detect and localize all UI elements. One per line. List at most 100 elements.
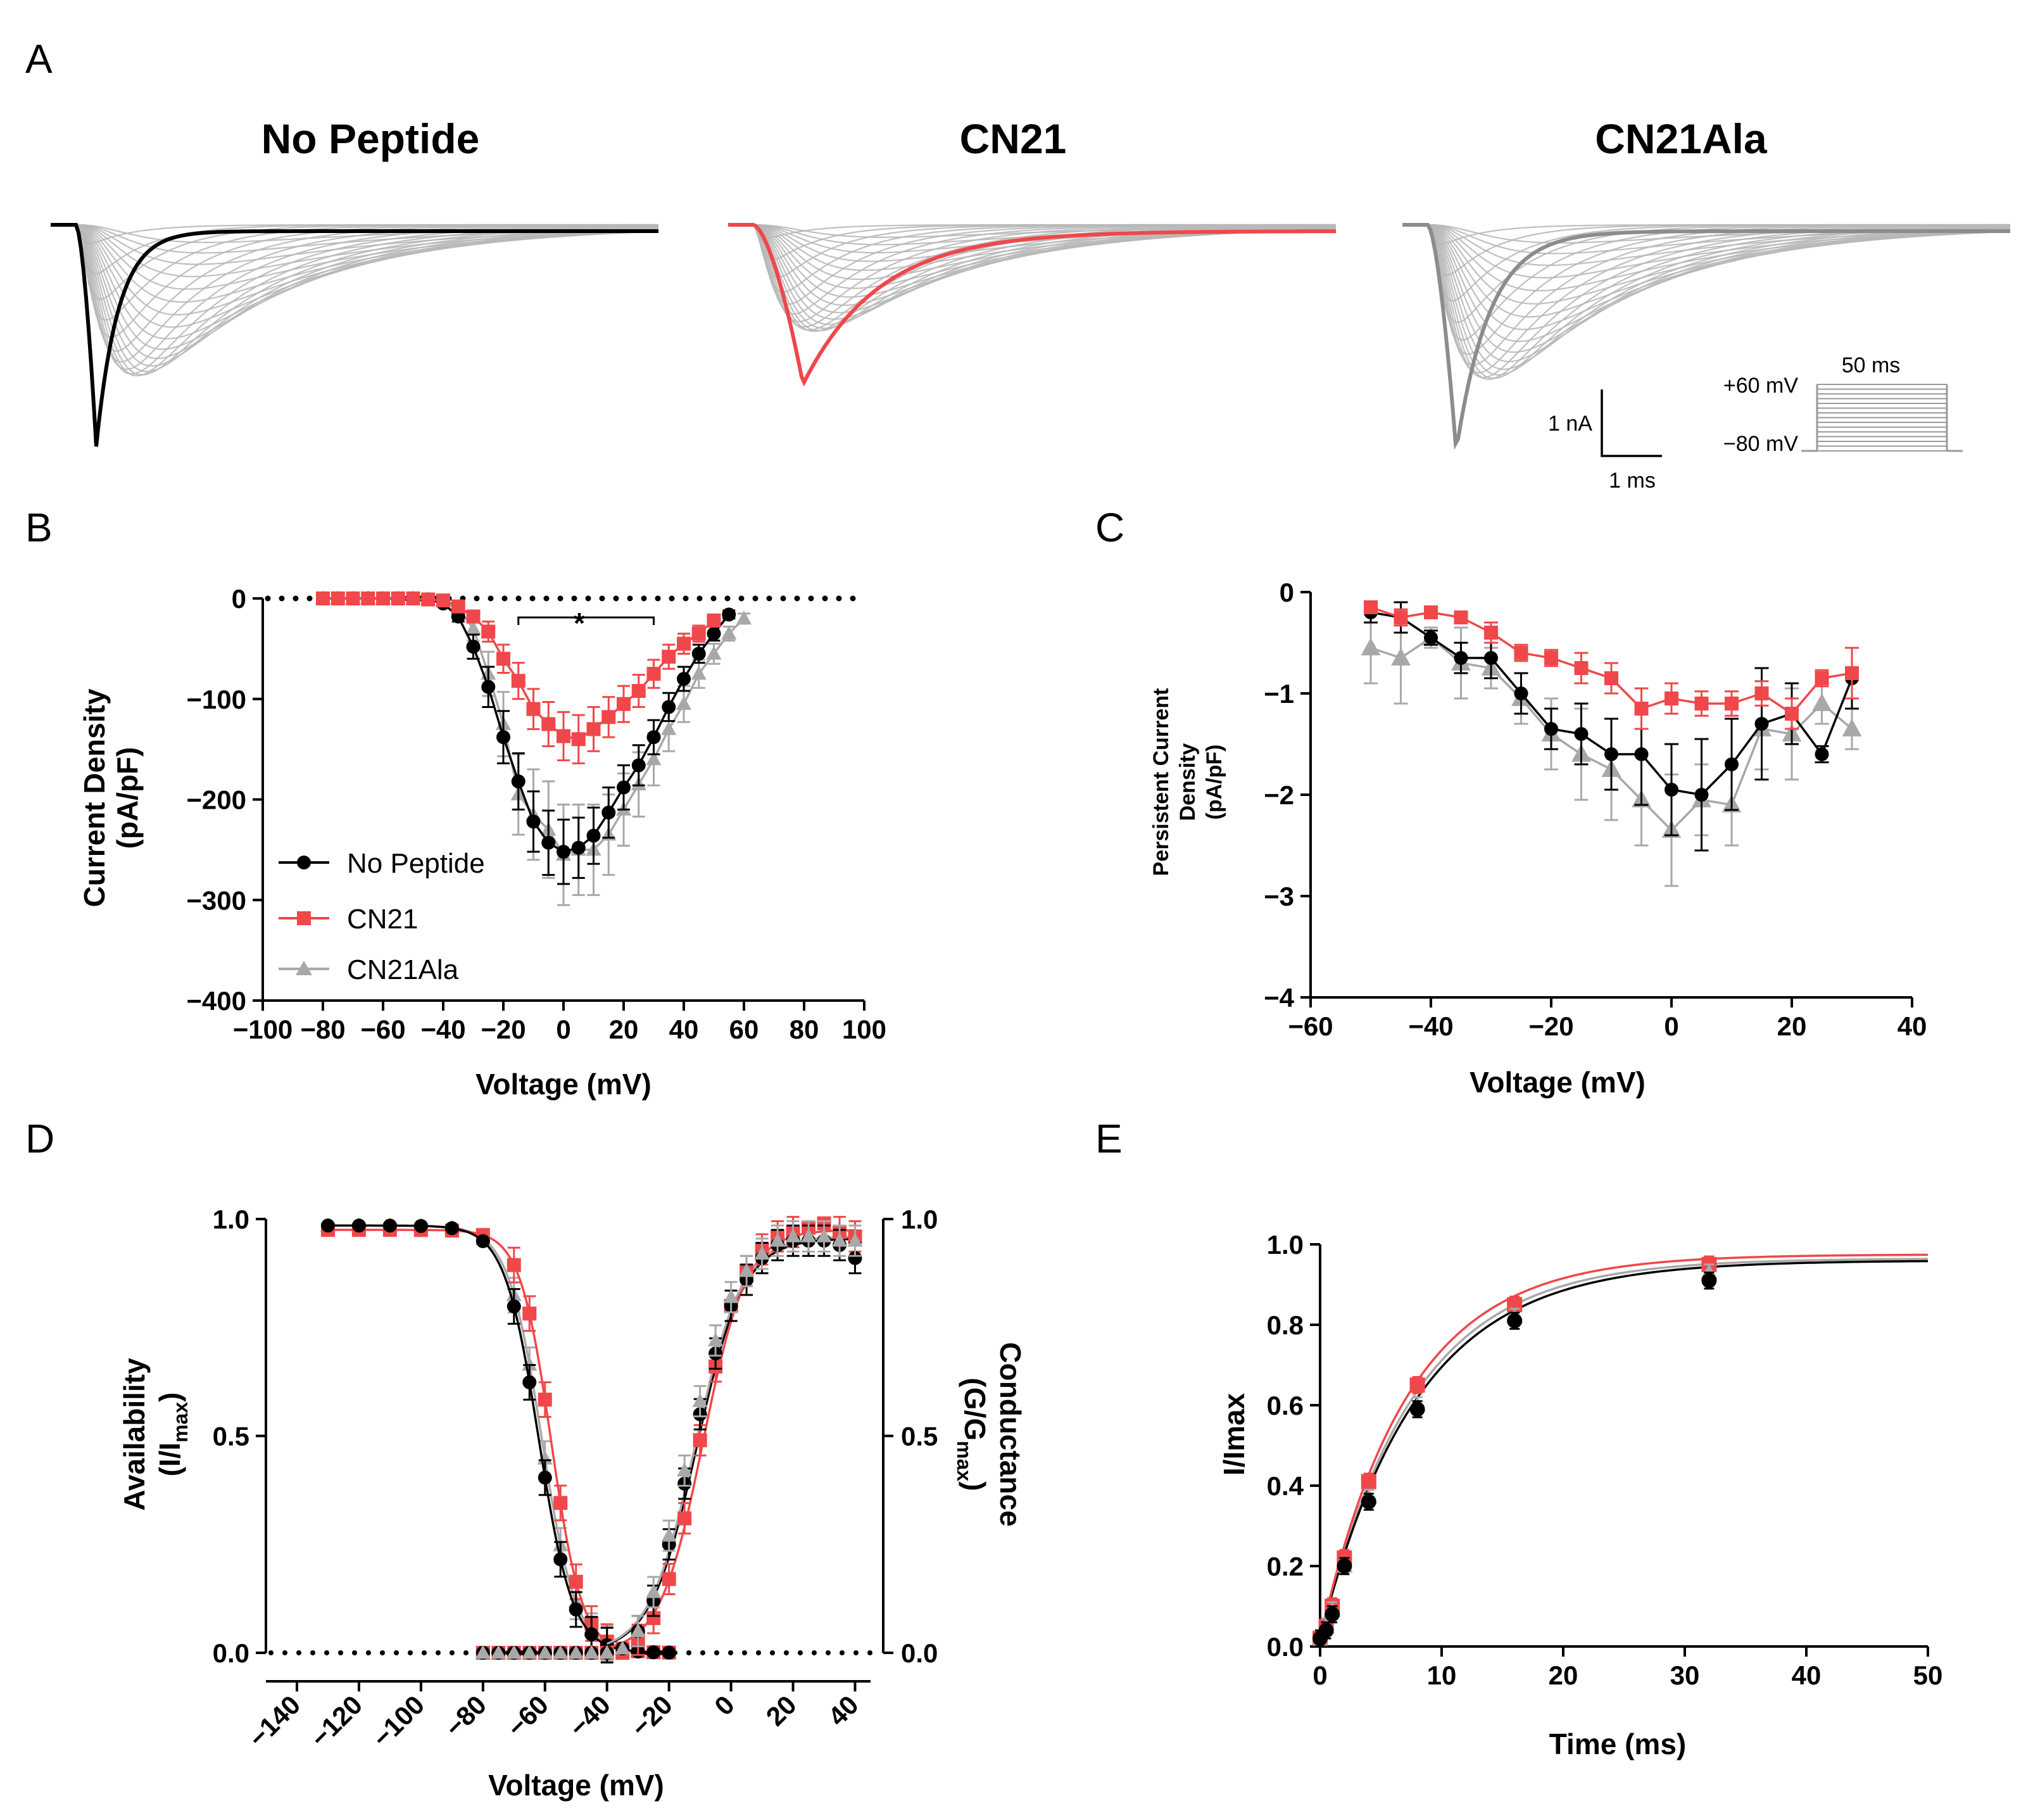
chart-b-xtick-label: 20 xyxy=(609,1014,639,1044)
scale-current-label: 1 nA xyxy=(1548,412,1592,436)
chart-b-point-cn21ala xyxy=(661,721,677,735)
chart-b-point-no-peptide xyxy=(617,780,631,795)
chart-b-xtick-label: −40 xyxy=(420,1014,465,1044)
chart-d-baseline-dot xyxy=(812,1650,817,1655)
chart-c-point-cn21 xyxy=(1634,702,1649,716)
chart-b-xtick-label: −20 xyxy=(481,1014,526,1044)
chart-b-series-cn21 xyxy=(316,591,721,764)
chart-c-point-cn21ala xyxy=(1812,693,1832,711)
chart-b-point-no-peptide xyxy=(646,730,661,745)
chart-d-baseline-dot xyxy=(728,1650,733,1655)
panel-a-trace-0-20 xyxy=(51,224,658,321)
chart-c-ylabel: Persistent Current Density (pA/pF) xyxy=(1149,688,1226,876)
chart-d-xtick-label: −40 xyxy=(563,1690,616,1743)
chart-b-point-no-peptide xyxy=(691,647,706,661)
chart-b-ytick-label: 0 xyxy=(232,584,246,614)
chart-b-zero-line-dot xyxy=(515,595,522,602)
chart-b-zero-line-dot xyxy=(613,595,619,602)
significance-bracket xyxy=(517,616,655,625)
chart-d-baseline-dot xyxy=(770,1650,775,1655)
chart-b-point-cn21 xyxy=(376,591,390,605)
chart-d-baseline-dot xyxy=(450,1650,455,1655)
chart-b-zero-line-dot xyxy=(293,595,299,602)
chart-d-act-point-cn21ala xyxy=(522,1645,538,1659)
chart-d-inact-point-no-peptide xyxy=(507,1299,521,1314)
panel-e: E 0.0 0.2 0.4 0.6 0.8 1.0 0 10 20 30 40 50 I/Imax T… xyxy=(1095,1116,1942,1760)
chart-c-point-no-peptide xyxy=(1665,783,1678,797)
chart-d-ylabel-left-line1: Availability xyxy=(118,1358,151,1511)
chart-c-xlabel: Voltage (mV) xyxy=(1470,1066,1646,1099)
chart-d-baseline-dot xyxy=(700,1650,705,1655)
chart-d-ytick-label-right: 0.5 xyxy=(901,1422,938,1451)
chart-c-xtick-label: 20 xyxy=(1777,1011,1807,1041)
chart-d-ytick-label: 0.0 xyxy=(213,1638,249,1668)
chart-d-act-point-cn21ala xyxy=(800,1228,817,1242)
panel-a-trace-0-6 xyxy=(51,224,659,316)
chart-c-point-cn21 xyxy=(1514,646,1528,660)
chart-c-point-no-peptide xyxy=(1815,747,1829,761)
chart-b-point-cn21 xyxy=(586,722,601,736)
chart-c-series-cn21 xyxy=(1364,600,1859,730)
chart-d-inact-point-cn21ala xyxy=(522,1356,538,1371)
protocol-steps xyxy=(1801,384,1963,452)
trace-title-no-peptide: No Peptide xyxy=(261,115,480,162)
voltage-protocol: +60 mV −80 mV 50 ms xyxy=(1723,353,1963,456)
chart-d-xtick-label: −80 xyxy=(439,1690,493,1743)
chart-c-point-cn21 xyxy=(1454,610,1468,624)
chart-e-xtick-label: 10 xyxy=(1427,1660,1457,1690)
trace-family-cn21 xyxy=(728,223,1337,387)
chart-e-fit-no-peptide xyxy=(1319,1260,1929,1639)
chart-b-point-no-peptide xyxy=(662,700,676,714)
chart-b-point-cn21ala xyxy=(465,620,481,635)
panel-a-trace-1-20 xyxy=(728,224,1336,293)
chart-d-inact-point-no-peptide xyxy=(413,1218,428,1233)
chart-e-xlabel: Time (ms) xyxy=(1549,1728,1686,1760)
chart-c-ytick-label: −2 xyxy=(1264,780,1294,810)
panel-b-label: B xyxy=(25,505,53,550)
chart-b-point-cn21 xyxy=(662,650,676,664)
chart-d-inact-point-no-peptide xyxy=(584,1627,599,1641)
scale-time-label: 1 ms xyxy=(1609,469,1656,493)
chart-b-xtick-label: 80 xyxy=(790,1014,819,1044)
trace-title-cn21ala: CN21Ala xyxy=(1595,115,1768,162)
chart-e-point-no-peptide xyxy=(1337,1558,1352,1574)
legend-label-cn21: CN21 xyxy=(347,904,419,935)
chart-d-act-point-cn21ala xyxy=(584,1645,600,1659)
chart-d-ytick-label-right: 1.0 xyxy=(901,1204,938,1234)
panel-a-trace-2-10 xyxy=(1402,224,2011,363)
chart-b-point-no-peptide xyxy=(601,806,616,820)
chart-d-ytick-label: 1.0 xyxy=(213,1204,249,1234)
chart-c-ytick-label: −1 xyxy=(1264,679,1294,709)
chart-d-inact-point-cn21 xyxy=(569,1574,583,1589)
chart-d-act-point-cn21 xyxy=(646,1611,661,1626)
protocol-low-label: −80 mV xyxy=(1723,432,1798,456)
chart-b-point-cn21 xyxy=(571,732,586,747)
chart-d-baseline-dot xyxy=(394,1650,399,1655)
chart-e-point-no-peptide xyxy=(1507,1313,1523,1329)
chart-d-baseline-dot xyxy=(784,1650,789,1655)
legend-label-no-peptide: No Peptide xyxy=(347,848,485,879)
chart-b-point-cn21 xyxy=(617,697,631,711)
legend-marker-cn21ala xyxy=(296,961,312,975)
panel-a-trace-0-23 xyxy=(51,224,658,244)
chart-b-zero-line-dot xyxy=(794,595,800,602)
chart-e-series-no-peptide xyxy=(1312,1271,1717,1648)
chart-b-point-cn21 xyxy=(436,593,450,608)
chart-e-point-no-peptide xyxy=(1325,1607,1340,1622)
chart-b-point-cn21ala xyxy=(691,666,707,680)
chart-b-ytick-label: −300 xyxy=(186,885,246,915)
chart-b-ylabel-line1: Current Density xyxy=(78,688,111,907)
chart-c-point-no-peptide xyxy=(1634,747,1649,761)
chart-c-point-cn21 xyxy=(1604,671,1618,685)
chart-b-zero-line-dot xyxy=(529,595,536,602)
chart-b-ytick-label: −400 xyxy=(186,986,246,1016)
panel-a-trace-2-14 xyxy=(1402,224,2011,381)
chart-e-xtick-label: 0 xyxy=(1312,1660,1327,1690)
chart-d-baseline-dot xyxy=(686,1650,691,1655)
chart-c-point-no-peptide xyxy=(1604,747,1618,761)
chart-d-act-point-cn21 xyxy=(677,1511,692,1526)
chart-d-ylabel-left-line2: (I/Imax) xyxy=(153,1392,192,1476)
chart-d-baseline-dot xyxy=(826,1650,831,1655)
chart-d-xtick-label: 20 xyxy=(760,1690,802,1731)
chart-d-xlabel: Voltage (mV) xyxy=(488,1769,664,1802)
